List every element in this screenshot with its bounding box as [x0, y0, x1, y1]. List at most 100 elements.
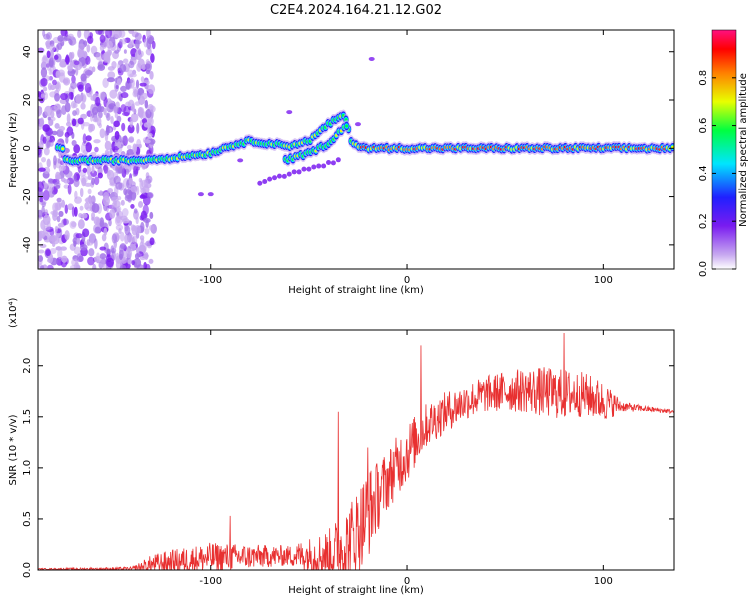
noise-blob — [71, 118, 77, 127]
noise-blob — [115, 224, 124, 231]
snr-multiplier: (x10⁴) — [8, 297, 19, 328]
noise-blob — [58, 165, 62, 173]
faint-branch — [311, 164, 317, 170]
noise-blob — [82, 228, 90, 238]
noise-blob — [91, 203, 100, 213]
noise-blob — [61, 105, 67, 116]
noise-blob — [76, 236, 81, 245]
noise-blob — [128, 41, 133, 48]
noise-blob — [99, 253, 107, 260]
noise-blob — [41, 156, 46, 163]
spectrogram-xlabel: Height of straight line (km) — [288, 285, 424, 296]
snr-panel: -100 0 100 0.0 0.5 1.0 1.5 2.0 Height of straig… — [8, 297, 675, 596]
noise-blob — [128, 136, 135, 143]
noise-blob — [99, 34, 106, 43]
noise-blob — [136, 47, 142, 55]
noise-blob — [46, 264, 54, 269]
noise-blob — [286, 110, 293, 115]
noise-blob — [104, 140, 112, 151]
noise-blob — [55, 246, 62, 251]
noise-blob — [88, 248, 95, 257]
noise-blob — [124, 225, 131, 236]
noise-blob — [134, 224, 141, 235]
noise-blob — [59, 60, 67, 68]
noise-blob — [77, 117, 84, 125]
noise-blob — [38, 124, 43, 130]
faint-branch — [326, 159, 332, 165]
noise-blob — [107, 188, 114, 194]
noise-blob — [142, 204, 149, 216]
noise-blob — [95, 52, 104, 61]
noise-blob — [134, 32, 142, 41]
noise-blob — [116, 215, 121, 224]
noise-blob — [149, 70, 154, 80]
secondary-track-core — [344, 124, 349, 128]
noise-blob — [80, 73, 87, 82]
faint-branch — [286, 171, 292, 177]
faint-branch — [296, 169, 302, 175]
noise-blob — [55, 174, 62, 180]
noise-blob — [138, 201, 144, 208]
noise-blob — [123, 188, 128, 196]
noise-blob — [106, 40, 113, 49]
noise-blob — [94, 176, 100, 186]
noise-blob — [78, 213, 83, 218]
noise-blob — [87, 256, 95, 266]
noise-blob — [54, 123, 60, 129]
noise-blob — [38, 249, 45, 254]
noise-blob — [121, 208, 129, 217]
noise-blob — [136, 122, 140, 134]
noise-blob — [39, 117, 45, 127]
noise-blob — [143, 122, 151, 128]
noise-blob — [122, 111, 130, 117]
noise-blob — [147, 84, 156, 94]
noise-blob — [122, 58, 129, 64]
noise-blob — [108, 218, 112, 227]
spectrogram-ytick-label: 0 — [22, 145, 33, 151]
noise-blob — [138, 143, 142, 149]
noise-blob — [80, 93, 87, 104]
noise-blob — [56, 231, 60, 238]
noise-blob — [92, 263, 97, 269]
noise-blob — [47, 116, 51, 121]
noise-blob — [53, 54, 59, 60]
noise-blob — [74, 190, 78, 200]
noise-blob — [126, 144, 132, 150]
noise-blob — [94, 146, 99, 153]
noise-blob — [38, 230, 46, 239]
noise-blob — [141, 92, 148, 100]
noise-blob — [63, 184, 70, 189]
noise-blob — [41, 205, 45, 216]
noise-blob — [84, 82, 92, 94]
noise-blob — [130, 113, 139, 123]
noise-blob — [45, 249, 51, 257]
noise-blob — [119, 64, 127, 73]
noise-blob — [129, 73, 137, 78]
noise-blob — [133, 208, 138, 214]
noise-blob — [80, 113, 88, 120]
noise-blob — [144, 227, 150, 235]
noise-blob — [49, 247, 57, 254]
noise-blob — [143, 218, 151, 223]
noise-blob — [86, 241, 94, 246]
noise-blob — [66, 113, 71, 124]
noise-blob — [149, 105, 156, 113]
noise-blob — [69, 264, 78, 269]
noise-blob — [106, 112, 111, 121]
noise-blob — [43, 33, 51, 40]
noise-blob — [88, 123, 93, 133]
noise-blob — [38, 255, 44, 262]
noise-blob — [70, 81, 77, 90]
noise-blob — [123, 49, 127, 54]
noise-blob — [65, 121, 72, 127]
noise-blob — [128, 30, 135, 34]
noise-blob — [121, 122, 126, 132]
noise-blob — [94, 238, 98, 250]
noise-blob — [146, 30, 151, 39]
noise-blob — [80, 175, 88, 184]
noise-blob — [126, 148, 135, 156]
snr-xtick-label: -100 — [199, 576, 222, 587]
noise-blob — [44, 209, 49, 216]
noise-blob — [56, 108, 62, 119]
noise-blob — [79, 243, 88, 251]
